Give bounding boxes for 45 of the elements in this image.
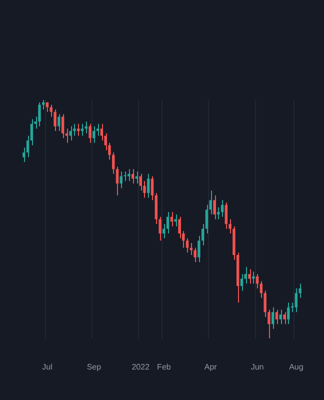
candlestick <box>116 166 119 196</box>
candlestick <box>240 274 244 292</box>
candlestick <box>80 123 84 136</box>
candlestick <box>271 306 274 330</box>
candlestick <box>275 309 278 325</box>
candlestick <box>128 168 130 182</box>
x-tick-label: Jul <box>42 362 53 372</box>
candlestick <box>287 302 290 325</box>
candlestick <box>120 171 123 189</box>
candlestick <box>77 123 80 136</box>
x-tick-label: Feb <box>157 362 172 372</box>
candlestick <box>54 109 56 132</box>
candlestick <box>88 123 92 144</box>
candlestick <box>92 126 96 144</box>
x-tick-label: Aug <box>289 362 304 372</box>
x-tick-label: Apr <box>204 362 218 372</box>
candlestick <box>150 176 154 201</box>
candlestick <box>248 268 251 284</box>
x-tick-label: Jun <box>250 362 264 372</box>
candlestick <box>294 288 298 313</box>
candlestick <box>213 194 216 220</box>
candlestick <box>58 114 60 132</box>
candlestick <box>61 114 64 139</box>
candlestick <box>217 206 220 220</box>
candlestick <box>220 200 224 218</box>
candlestick <box>174 214 177 227</box>
candlestick <box>112 152 115 174</box>
candlestick <box>139 173 142 192</box>
candlestick <box>84 120 88 134</box>
candlestick <box>194 247 196 263</box>
candlestick <box>73 123 76 136</box>
candlestick <box>69 126 72 142</box>
candlestick <box>252 271 255 284</box>
candlestick <box>283 312 286 325</box>
candlestick <box>178 216 181 239</box>
candlestick <box>147 173 150 198</box>
candlestick <box>279 309 282 325</box>
candlestick <box>256 274 259 289</box>
candlestick <box>224 202 228 230</box>
x-tick-label: 2022 <box>132 362 150 372</box>
candlestick <box>100 123 104 142</box>
candlestick <box>186 238 189 254</box>
x-tick-label: Sep <box>86 362 102 372</box>
candlestick <box>38 102 41 127</box>
candlestick <box>42 100 45 110</box>
